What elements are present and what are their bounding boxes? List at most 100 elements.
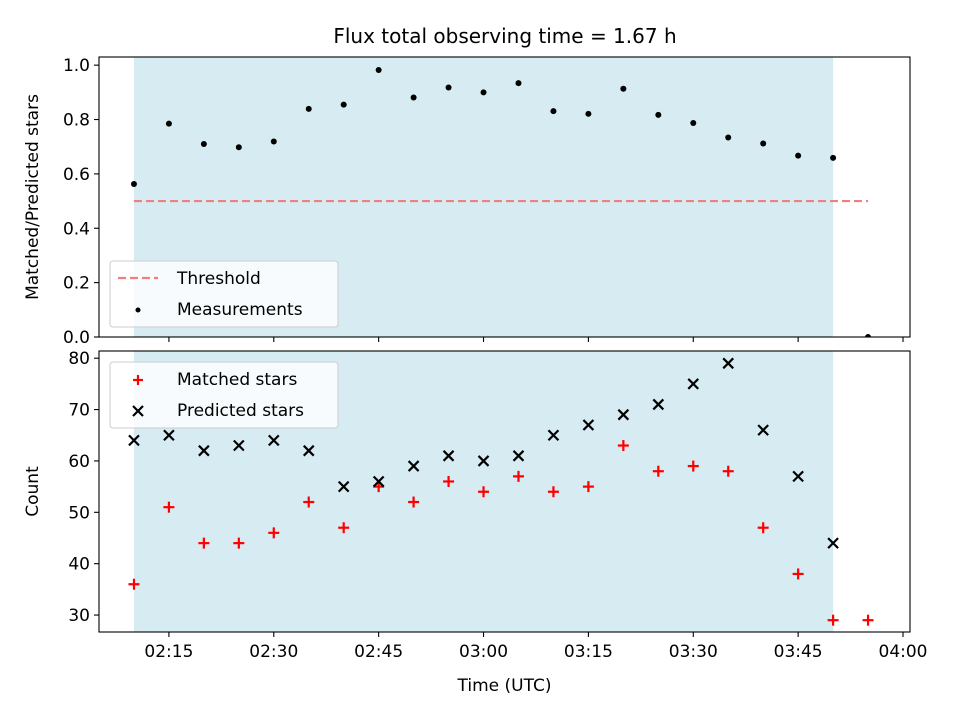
count-panel: 30 40 50 60 70 80 02:15 02:30 02:45 03:00 03:15 03:… [23, 349, 928, 696]
data-point [757, 522, 769, 534]
legend-box [109, 361, 339, 429]
axes-frame [98, 350, 911, 633]
data-point [235, 144, 242, 151]
data-point [620, 85, 627, 92]
data-point [442, 450, 455, 462]
data-point [515, 80, 522, 87]
data-point [445, 84, 452, 91]
data-point [512, 450, 525, 462]
x-tick-label: 03:45 [774, 642, 823, 662]
data-point [302, 444, 315, 457]
axes-frame [98, 56, 911, 338]
data-point [165, 120, 172, 127]
data-point [480, 89, 487, 96]
data-point [198, 537, 210, 549]
legend-marker [132, 405, 144, 417]
data-point [305, 105, 312, 112]
data-point [128, 578, 140, 590]
data-point [512, 470, 524, 482]
data-point [375, 67, 382, 74]
data-point [760, 140, 767, 147]
series-measurements [130, 67, 872, 337]
data-point [198, 444, 210, 457]
y-tick-label: 50 [68, 503, 90, 523]
data-point [617, 440, 629, 452]
data-point [830, 154, 837, 161]
data-point [582, 481, 594, 493]
x-tick-label: 02:30 [249, 642, 298, 662]
data-point [865, 334, 872, 337]
data-point [372, 475, 385, 488]
data-point [163, 429, 175, 442]
y-axis-label: Count [23, 466, 43, 517]
data-point [128, 434, 140, 447]
data-point [722, 357, 735, 370]
x-tick-label: 03:15 [564, 642, 613, 662]
data-point [725, 134, 732, 141]
data-point [585, 110, 592, 117]
legend-label: Measurements [177, 300, 303, 320]
data-point [410, 94, 417, 101]
x-tick-label: 03:00 [459, 642, 508, 662]
data-point [690, 120, 697, 127]
data-point [130, 180, 137, 187]
y-tick-label: 0.8 [63, 111, 90, 131]
y-tick-label: 30 [68, 606, 90, 626]
data-point [233, 537, 245, 549]
data-point [163, 501, 175, 513]
x-tick-label: 03:30 [669, 642, 718, 662]
data-point [547, 486, 559, 498]
series-matched-stars [128, 440, 874, 626]
data-point [270, 138, 277, 145]
data-point [617, 408, 630, 421]
y-tick-label: 40 [68, 555, 90, 575]
x-tick-label: 04:00 [879, 642, 928, 662]
chart-title: Flux total observing time = 1.67 h [333, 24, 676, 48]
data-point [722, 465, 734, 477]
x-tick-label: 02:45 [354, 642, 403, 662]
data-point [827, 537, 839, 549]
data-point [233, 439, 245, 452]
data-point [303, 496, 315, 508]
x-tick-label: 02:15 [144, 642, 193, 662]
legend-marker [133, 375, 143, 385]
y-tick-label: 0.2 [63, 274, 90, 294]
y-tick-label: 0.6 [63, 165, 90, 185]
data-point [478, 486, 490, 498]
data-point [338, 522, 350, 534]
y-tick-label: 1.0 [63, 56, 90, 76]
data-point [268, 527, 280, 539]
y-axis-label: Matched/Predicted stars [23, 94, 43, 300]
data-point [827, 614, 839, 626]
data-point [268, 434, 280, 447]
data-point [687, 378, 700, 390]
y-tick-label: 60 [68, 452, 90, 472]
legend-box [109, 260, 339, 328]
data-point [547, 429, 560, 442]
data-point [443, 475, 455, 487]
legend-label: Predicted stars [177, 401, 304, 421]
data-point [200, 140, 207, 147]
data-point [582, 419, 595, 431]
data-point [340, 101, 347, 108]
series-predicted-stars [128, 357, 839, 549]
data-point [652, 465, 664, 477]
legend-marker [135, 307, 141, 313]
data-point [792, 470, 804, 483]
data-point [407, 460, 420, 472]
legend: Matched stars Predicted stars [109, 361, 339, 429]
y-tick-label: 0.4 [63, 219, 90, 239]
legend-label: Threshold [176, 269, 261, 289]
data-point [655, 111, 662, 118]
data-point [337, 480, 350, 493]
data-point [408, 496, 420, 508]
data-point [550, 108, 557, 115]
y-tick-label: 0.0 [63, 328, 90, 348]
data-point [477, 455, 490, 467]
ratio-panel: 0.0 0.2 0.4 0.6 0.8 1.0 Matched/Predicted star… [23, 56, 911, 348]
data-point [795, 152, 802, 159]
x-axis-label: Time (UTC) [457, 676, 552, 696]
data-point [862, 614, 874, 626]
data-point [687, 460, 699, 472]
